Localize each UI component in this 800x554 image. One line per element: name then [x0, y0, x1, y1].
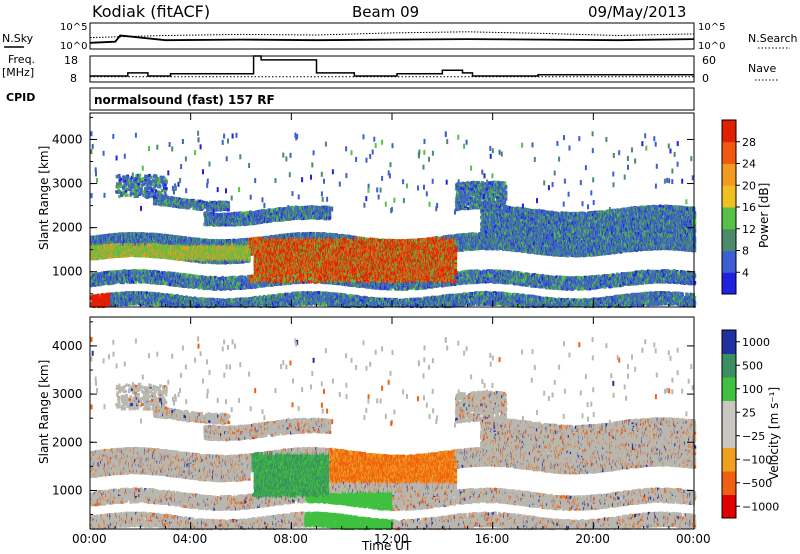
cpid-value: normalsound (fast) 157 RF	[94, 93, 275, 107]
noise-left-tick-low: 10^0	[60, 41, 87, 52]
nave-tick-low: 0	[702, 72, 709, 85]
nsky-label: N.Sky	[2, 32, 34, 45]
power-scatter-cells	[90, 131, 696, 308]
freq-tick-high: 18	[64, 54, 78, 67]
freq-series-0	[90, 56, 694, 76]
noise-panel-frame	[90, 23, 694, 49]
nave-label: Nave	[748, 62, 776, 75]
nave-tick-high: 60	[702, 54, 716, 67]
freq-unit-label: [MHz]	[2, 66, 34, 79]
noise-series-1	[90, 32, 694, 38]
noise-panel: N.Sky N.Search 10^5 10^0 10^5 10^0	[2, 22, 798, 52]
noise-series-0	[90, 36, 694, 43]
beam-label: Beam 09	[352, 3, 419, 21]
freq-label: Freq.	[8, 53, 35, 66]
date-label: 09/May/2013	[588, 3, 686, 21]
freq-tick-low: 8	[70, 72, 77, 85]
cpid-panel: CPID normalsound (fast) 157 RF	[6, 88, 694, 110]
noise-right-tick-low: 10^0	[698, 41, 725, 52]
noise-right-tick-high: 10^5	[698, 22, 725, 33]
station-title: Kodiak (fitACF)	[92, 2, 210, 21]
nsearch-label: N.Search	[748, 32, 798, 45]
freq-panel-frame	[90, 56, 694, 82]
noise-left-tick-high: 10^5	[60, 22, 87, 33]
freq-panel: Freq. [MHz] Nave 18 8 60 0	[2, 53, 778, 85]
cpid-label: CPID	[6, 91, 35, 104]
